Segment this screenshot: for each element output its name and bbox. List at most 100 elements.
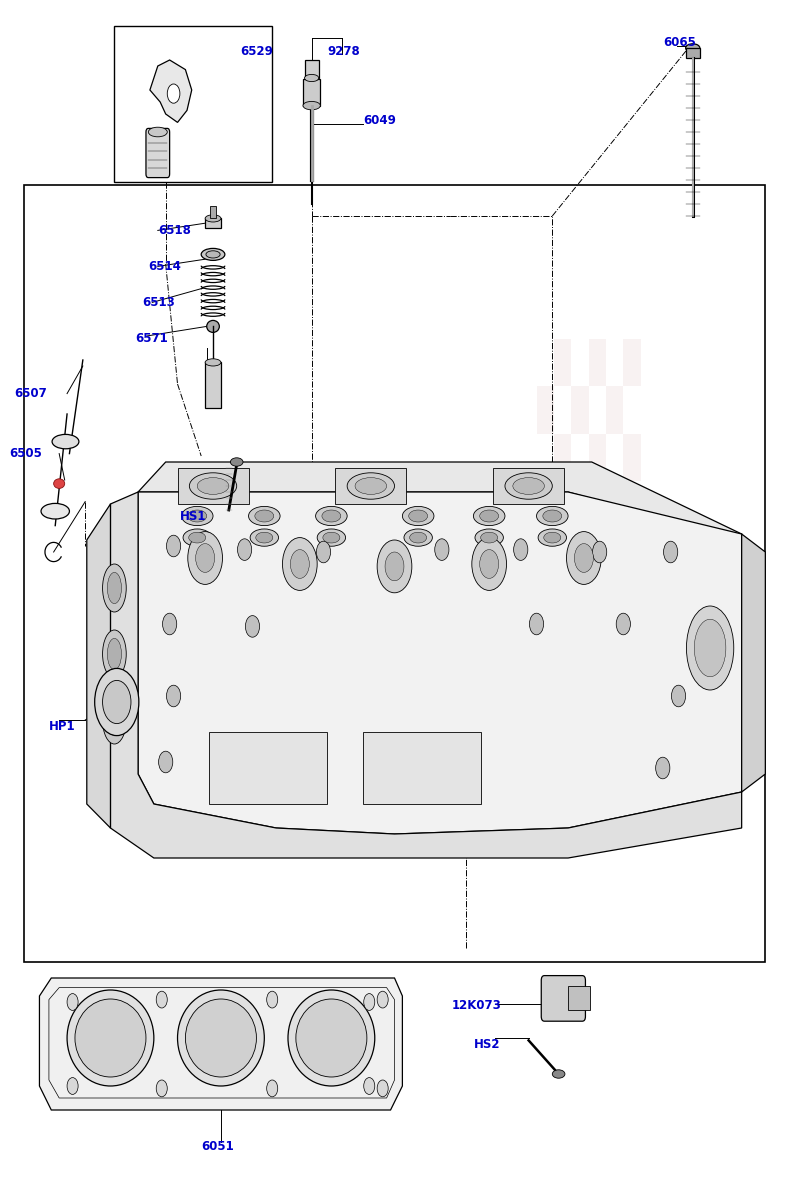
Ellipse shape	[296, 998, 367, 1078]
Ellipse shape	[552, 1070, 565, 1078]
Ellipse shape	[185, 998, 256, 1078]
Ellipse shape	[322, 510, 341, 522]
Text: 6518: 6518	[158, 224, 191, 236]
Circle shape	[156, 1080, 167, 1097]
Circle shape	[593, 541, 607, 563]
Polygon shape	[138, 492, 742, 834]
Circle shape	[290, 550, 309, 578]
Ellipse shape	[686, 43, 700, 52]
Circle shape	[567, 532, 601, 584]
Ellipse shape	[75, 998, 146, 1078]
Circle shape	[267, 1080, 278, 1097]
Circle shape	[377, 1080, 388, 1097]
Bar	[209, 732, 327, 804]
Ellipse shape	[288, 990, 375, 1086]
Bar	[178, 468, 249, 504]
Bar	[589, 338, 606, 386]
Ellipse shape	[305, 74, 319, 82]
Bar	[589, 434, 606, 481]
Ellipse shape	[107, 638, 122, 670]
Polygon shape	[87, 504, 110, 828]
Text: 9278: 9278	[327, 46, 361, 58]
Bar	[537, 576, 554, 624]
Ellipse shape	[404, 529, 432, 546]
Ellipse shape	[537, 506, 568, 526]
Bar	[303, 79, 320, 106]
Text: HS2: HS2	[473, 1038, 500, 1050]
Circle shape	[196, 544, 215, 572]
Ellipse shape	[409, 510, 428, 522]
Text: 12K073: 12K073	[451, 1000, 501, 1012]
Circle shape	[159, 751, 173, 773]
Bar	[686, 48, 700, 58]
Polygon shape	[110, 492, 742, 858]
Text: 6514: 6514	[148, 260, 181, 272]
Bar	[568, 986, 590, 1010]
Ellipse shape	[201, 248, 225, 260]
Circle shape	[166, 535, 181, 557]
Ellipse shape	[355, 478, 387, 494]
Circle shape	[480, 550, 499, 578]
Bar	[537, 481, 554, 529]
Bar	[571, 576, 589, 624]
Bar	[623, 434, 641, 481]
Circle shape	[167, 84, 180, 103]
Bar	[335, 468, 406, 504]
Bar	[623, 529, 641, 576]
Bar	[554, 529, 571, 576]
Ellipse shape	[475, 529, 503, 546]
Ellipse shape	[181, 506, 213, 526]
Bar	[493, 468, 564, 504]
Circle shape	[377, 991, 388, 1008]
Circle shape	[237, 539, 252, 560]
Circle shape	[664, 541, 678, 563]
Circle shape	[267, 991, 278, 1008]
Ellipse shape	[347, 473, 394, 499]
Text: 6049: 6049	[363, 114, 396, 126]
Text: 6507: 6507	[14, 388, 47, 400]
Ellipse shape	[323, 532, 340, 542]
Bar	[363, 732, 481, 804]
Circle shape	[103, 680, 131, 724]
Circle shape	[385, 552, 404, 581]
Ellipse shape	[54, 479, 65, 488]
Ellipse shape	[207, 320, 219, 332]
Ellipse shape	[103, 696, 126, 744]
Text: HS1: HS1	[180, 510, 207, 522]
Ellipse shape	[103, 564, 126, 612]
Ellipse shape	[481, 532, 498, 542]
Polygon shape	[742, 534, 765, 792]
Ellipse shape	[505, 473, 552, 499]
FancyBboxPatch shape	[541, 976, 585, 1021]
Text: c  a: c a	[275, 552, 324, 576]
Text: 6505: 6505	[9, 448, 43, 460]
Circle shape	[282, 538, 317, 590]
Circle shape	[529, 613, 544, 635]
Ellipse shape	[249, 506, 280, 526]
Ellipse shape	[250, 529, 279, 546]
Polygon shape	[39, 978, 402, 1110]
Ellipse shape	[544, 532, 561, 542]
Circle shape	[95, 668, 139, 736]
Ellipse shape	[473, 506, 505, 526]
Ellipse shape	[317, 529, 346, 546]
Bar	[24, 185, 765, 962]
Bar	[606, 481, 623, 529]
Ellipse shape	[103, 630, 126, 678]
Ellipse shape	[402, 506, 434, 526]
Ellipse shape	[206, 251, 220, 258]
Text: 6571: 6571	[136, 332, 169, 344]
Bar	[305, 60, 319, 78]
Ellipse shape	[230, 457, 243, 466]
Ellipse shape	[205, 215, 221, 222]
Bar	[554, 434, 571, 481]
Bar	[114, 26, 272, 182]
FancyBboxPatch shape	[146, 128, 170, 178]
Circle shape	[377, 540, 412, 593]
Ellipse shape	[41, 504, 69, 518]
Circle shape	[67, 994, 78, 1010]
Text: 6513: 6513	[142, 296, 175, 308]
Circle shape	[472, 538, 507, 590]
Ellipse shape	[188, 510, 207, 522]
Ellipse shape	[148, 127, 167, 137]
